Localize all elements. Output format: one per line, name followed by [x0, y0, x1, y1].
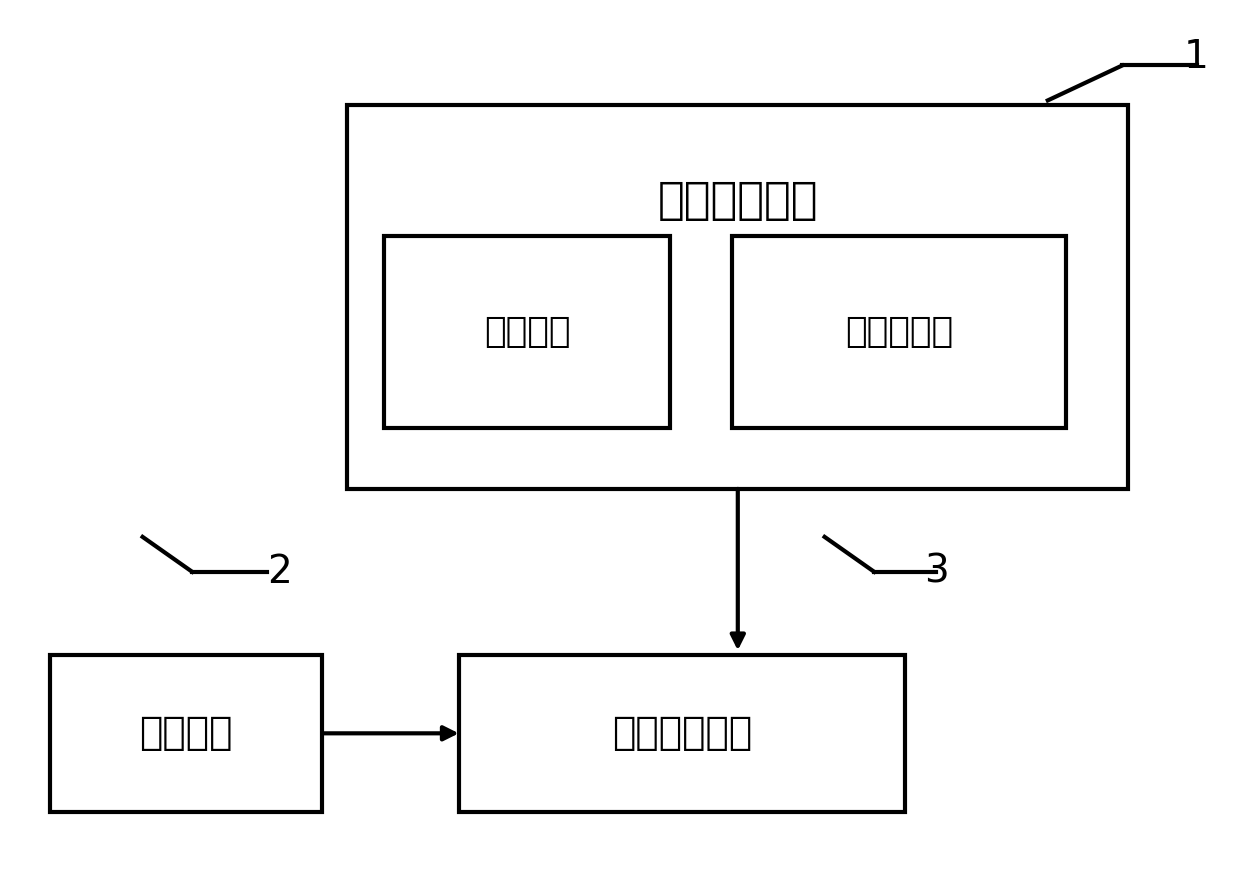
Text: 信息处理设备: 信息处理设备: [611, 714, 753, 753]
Bar: [384, 236, 670, 428]
Text: 人脸检测设备: 人脸检测设备: [657, 179, 818, 223]
Bar: [732, 236, 1066, 428]
Bar: [50, 655, 322, 812]
Text: 3: 3: [924, 553, 949, 591]
Text: 1: 1: [1184, 38, 1209, 76]
Bar: [347, 105, 1128, 489]
Text: 测温设备: 测温设备: [139, 714, 233, 753]
Text: 摄像装置: 摄像装置: [484, 315, 570, 348]
Bar: [459, 655, 905, 812]
Text: 2: 2: [267, 553, 291, 591]
Text: 人脸检测器: 人脸检测器: [844, 315, 954, 348]
